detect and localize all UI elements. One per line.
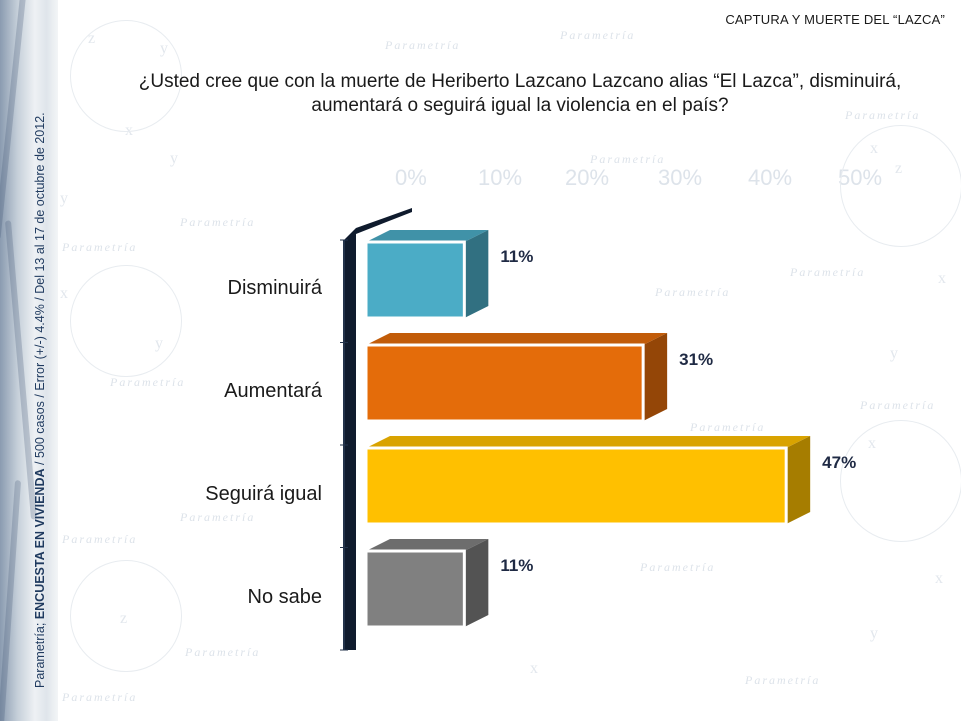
watermark-tick: 20%: [565, 165, 610, 190]
watermark-text: Parametría: [845, 108, 921, 122]
watermark-text: Parametría: [180, 215, 256, 229]
value-label-disminuira: 11%: [500, 247, 533, 266]
watermark-text: Parametría: [590, 152, 666, 166]
watermark-text: Parametría: [790, 265, 866, 279]
watermark-text: Parametría: [560, 28, 636, 42]
section-tag: CAPTURA Y MUERTE DEL “LAZCA”: [725, 12, 945, 27]
watermark-text: Parametría: [62, 532, 138, 546]
question-line-2: aumentará o seguirá igual la violencia e…: [311, 95, 729, 116]
category-label-no-sabe: No sabe: [248, 586, 323, 608]
watermark-tick: 10%: [478, 165, 523, 190]
bar-top-seguira-igual: [366, 436, 811, 448]
category-label-seguira-igual: Seguirá igual: [205, 483, 322, 505]
watermark-text: Parametría: [185, 645, 261, 659]
watermark-tick: 0%: [395, 165, 427, 190]
value-label-aumentara: 31%: [679, 350, 713, 369]
bar-side-aumentara: [643, 333, 668, 421]
watermark-text: Parametría: [110, 375, 186, 389]
bar-top-no-sabe: [366, 539, 489, 551]
axis-wall: [344, 208, 412, 650]
bar-side-no-sabe: [464, 539, 489, 627]
watermark-text: Parametría: [655, 285, 731, 299]
category-label-aumentara: Aumentará: [224, 380, 323, 402]
bar-top-aumentara: [366, 333, 668, 345]
bar-disminuira: [364, 240, 466, 320]
bar-seguira-igual: [364, 446, 788, 526]
watermark-text: Parametría: [385, 38, 461, 52]
value-label-seguira-igual: 47%: [822, 453, 856, 472]
watermark-text: Parametría: [62, 690, 138, 704]
watermark-text: Parametría: [690, 420, 766, 434]
watermark-tick: 30%: [658, 165, 703, 190]
watermark-text: Parametría: [745, 673, 821, 687]
watermark-text: Parametría: [62, 240, 138, 254]
chart-question: ¿Usted cree que con la muerte de Heriber…: [80, 70, 960, 118]
bar-top-disminuira: [366, 230, 489, 242]
watermark-text: Parametría: [860, 398, 936, 412]
decorative-side-strip: [0, 0, 58, 721]
question-line-1: ¿Usted cree que con la muerte de Heriber…: [138, 71, 902, 92]
watermark-text: Parametría: [640, 560, 716, 574]
category-label-disminuira: Disminuirá: [228, 277, 323, 299]
watermark-text: Parametría: [180, 510, 256, 524]
bar-aumentara: [364, 343, 645, 423]
bar-side-seguira-igual: [786, 436, 811, 524]
bar-no-sabe: [364, 549, 466, 629]
value-label-no-sabe: 11%: [500, 556, 533, 575]
watermark-tick: 40%: [748, 165, 793, 190]
bar-side-disminuira: [464, 230, 489, 318]
